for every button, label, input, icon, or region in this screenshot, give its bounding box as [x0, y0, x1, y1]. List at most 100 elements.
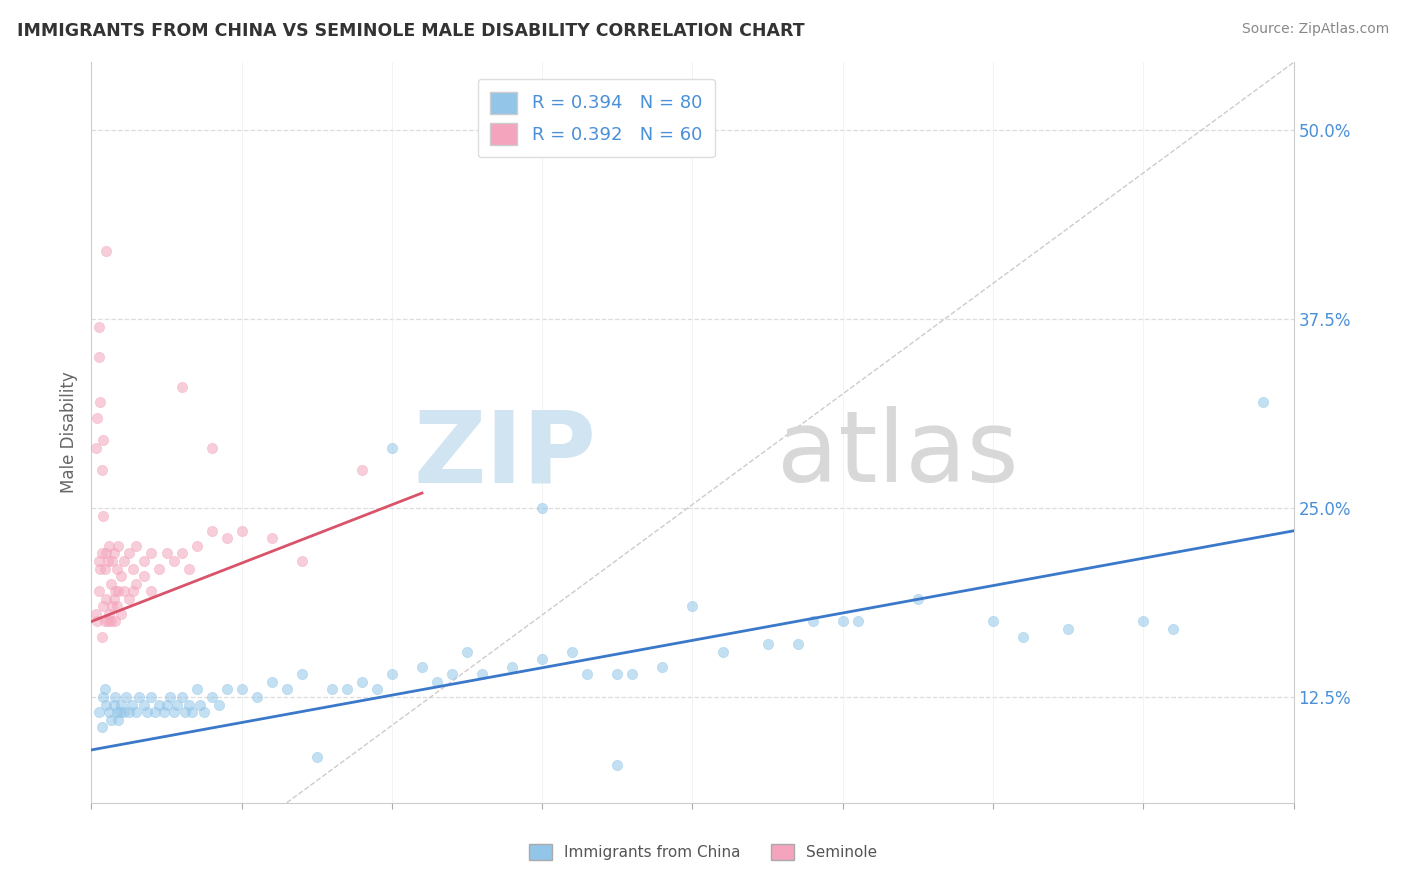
Point: [163, 554, 186, 568]
Point: [576, 667, 599, 681]
Point: [246, 690, 269, 704]
Point: [201, 441, 224, 455]
Point: [87, 584, 110, 599]
Point: [166, 698, 188, 712]
Point: [215, 532, 238, 546]
Point: [90, 463, 112, 477]
Point: [122, 561, 145, 575]
Point: [681, 599, 703, 614]
Point: [94, 561, 117, 575]
Point: [108, 705, 131, 719]
Point: [105, 599, 128, 614]
Point: [87, 350, 110, 364]
Legend: R = 0.394   N = 80, R = 0.392   N = 60: R = 0.394 N = 80, R = 0.392 N = 60: [478, 78, 714, 157]
Point: [97, 554, 120, 568]
Point: [201, 690, 224, 704]
Point: [132, 698, 155, 712]
Point: [84, 607, 107, 621]
Point: [125, 705, 148, 719]
Point: [89, 395, 111, 409]
Point: [103, 547, 125, 561]
Point: [96, 547, 118, 561]
Point: [321, 682, 343, 697]
Point: [177, 698, 200, 712]
Point: [471, 667, 494, 681]
Point: [98, 705, 121, 719]
Point: [148, 561, 170, 575]
Point: [98, 607, 121, 621]
Point: [231, 682, 253, 697]
Text: Source: ZipAtlas.com: Source: ZipAtlas.com: [1241, 22, 1389, 37]
Point: [101, 599, 124, 614]
Point: [456, 645, 478, 659]
Point: [104, 615, 127, 629]
Point: [100, 713, 122, 727]
Point: [86, 410, 108, 425]
Point: [87, 554, 110, 568]
Point: [118, 705, 141, 719]
Point: [141, 547, 163, 561]
Point: [105, 561, 128, 575]
Point: [93, 690, 115, 704]
Point: [501, 660, 523, 674]
Point: [159, 690, 181, 704]
Point: [1132, 615, 1154, 629]
Point: [786, 637, 808, 651]
Point: [132, 569, 155, 583]
Point: [100, 615, 122, 629]
Point: [181, 705, 204, 719]
Point: [125, 539, 148, 553]
Point: [98, 539, 121, 553]
Point: [177, 561, 200, 575]
Point: [155, 547, 177, 561]
Point: [100, 576, 122, 591]
Point: [141, 690, 163, 704]
Point: [276, 682, 298, 697]
Point: [1161, 622, 1184, 636]
Point: [606, 758, 628, 772]
Legend: Immigrants from China, Seminole: Immigrants from China, Seminole: [523, 838, 883, 866]
Point: [104, 584, 127, 599]
Point: [170, 690, 193, 704]
Point: [291, 554, 314, 568]
Point: [136, 705, 159, 719]
Point: [103, 698, 125, 712]
Point: [122, 584, 145, 599]
Point: [208, 698, 231, 712]
Point: [118, 591, 141, 606]
Point: [90, 720, 112, 734]
Point: [163, 705, 186, 719]
Point: [756, 637, 779, 651]
Point: [350, 674, 373, 689]
Point: [110, 698, 132, 712]
Point: [93, 433, 115, 447]
Point: [651, 660, 673, 674]
Point: [96, 244, 118, 259]
Point: [96, 591, 118, 606]
Point: [336, 682, 359, 697]
Point: [173, 705, 195, 719]
Point: [87, 319, 110, 334]
Point: [103, 591, 125, 606]
Point: [606, 667, 628, 681]
Point: [94, 615, 117, 629]
Point: [260, 674, 283, 689]
Point: [531, 501, 554, 516]
Point: [143, 705, 166, 719]
Point: [114, 705, 136, 719]
Point: [305, 750, 328, 764]
Point: [114, 554, 136, 568]
Point: [89, 561, 111, 575]
Point: [93, 508, 115, 523]
Point: [105, 705, 128, 719]
Point: [107, 539, 129, 553]
Point: [561, 645, 583, 659]
Point: [115, 690, 138, 704]
Point: [114, 584, 136, 599]
Point: [148, 698, 170, 712]
Point: [93, 599, 115, 614]
Point: [291, 667, 314, 681]
Point: [381, 667, 404, 681]
Point: [1057, 622, 1080, 636]
Point: [170, 380, 193, 394]
